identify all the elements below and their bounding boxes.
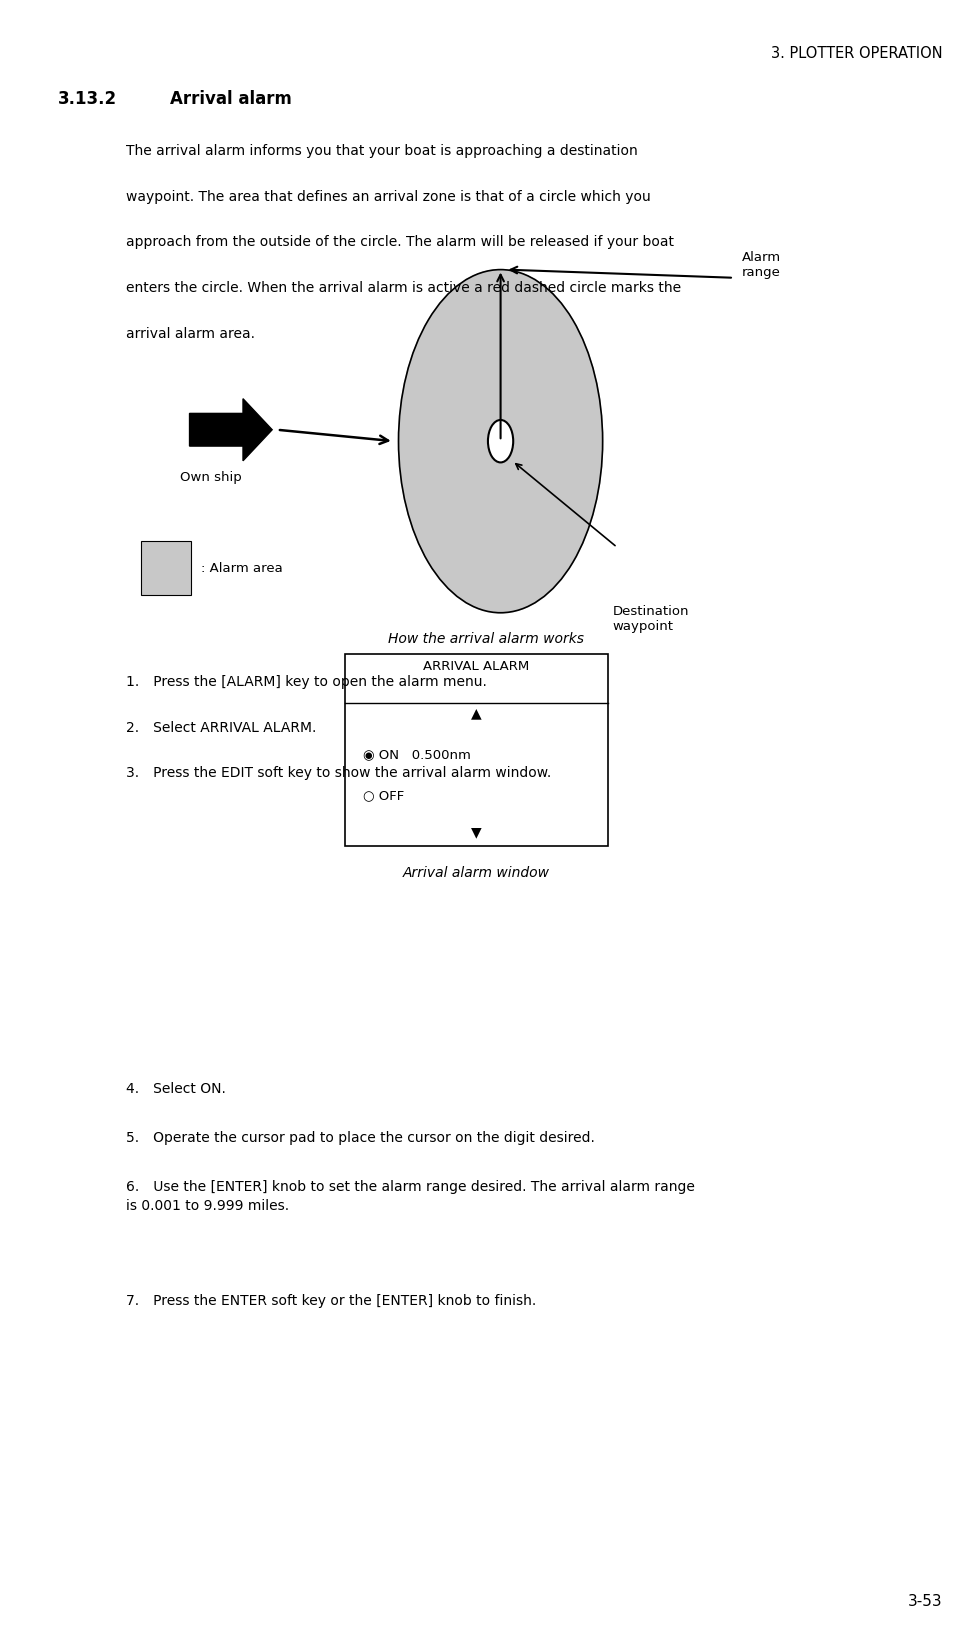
Text: Alarm
range: Alarm range bbox=[742, 250, 781, 279]
Circle shape bbox=[488, 420, 513, 462]
Text: 1.  Press the [ALARM] key to open the alarm menu.: 1. Press the [ALARM] key to open the ala… bbox=[126, 675, 487, 690]
Bar bbox=[345, 654, 608, 846]
Text: 7.  Press the ENTER soft key or the [ENTER] knob to finish.: 7. Press the ENTER soft key or the [ENTE… bbox=[126, 1294, 537, 1309]
Text: waypoint. The area that defines an arrival zone is that of a circle which you: waypoint. The area that defines an arriv… bbox=[126, 190, 651, 204]
Text: Arrival alarm window: Arrival alarm window bbox=[402, 866, 550, 881]
Text: 3-53: 3-53 bbox=[908, 1595, 943, 1609]
Text: ◉ ON   0.500nm: ◉ ON 0.500nm bbox=[363, 748, 470, 761]
Text: 3. PLOTTER OPERATION: 3. PLOTTER OPERATION bbox=[771, 46, 943, 60]
Text: : Alarm area: : Alarm area bbox=[201, 562, 283, 575]
Text: Destination
waypoint: Destination waypoint bbox=[612, 605, 689, 632]
Text: ▲: ▲ bbox=[471, 706, 481, 721]
Text: 3.13.2: 3.13.2 bbox=[58, 90, 118, 108]
Text: Arrival alarm: Arrival alarm bbox=[170, 90, 292, 108]
Text: ARRIVAL ALARM: ARRIVAL ALARM bbox=[423, 660, 530, 673]
Text: Own ship: Own ship bbox=[180, 471, 242, 484]
Text: 4.  Select ON.: 4. Select ON. bbox=[126, 1082, 226, 1096]
Text: arrival alarm area.: arrival alarm area. bbox=[126, 327, 256, 342]
Text: 2.  Select ARRIVAL ALARM.: 2. Select ARRIVAL ALARM. bbox=[126, 721, 317, 735]
Text: 6.  Use the [ENTER] knob to set the alarm range desired. The arrival alarm range: 6. Use the [ENTER] knob to set the alarm… bbox=[126, 1180, 695, 1212]
Text: approach from the outside of the circle. The alarm will be released if your boat: approach from the outside of the circle.… bbox=[126, 235, 675, 250]
FancyArrow shape bbox=[190, 399, 272, 461]
Text: 5.  Operate the cursor pad to place the cursor on the digit desired.: 5. Operate the cursor pad to place the c… bbox=[126, 1131, 595, 1145]
Text: The arrival alarm informs you that your boat is approaching a destination: The arrival alarm informs you that your … bbox=[126, 144, 638, 158]
Text: ▼: ▼ bbox=[471, 825, 481, 840]
Text: How the arrival alarm works: How the arrival alarm works bbox=[388, 632, 584, 647]
Text: ○ OFF: ○ OFF bbox=[363, 789, 403, 802]
Circle shape bbox=[399, 270, 603, 613]
Text: 3.  Press the EDIT soft key to show the arrival alarm window.: 3. Press the EDIT soft key to show the a… bbox=[126, 766, 551, 781]
Text: enters the circle. When the arrival alarm is active a red dashed circle marks th: enters the circle. When the arrival alar… bbox=[126, 281, 681, 296]
Bar bbox=[141, 541, 191, 595]
